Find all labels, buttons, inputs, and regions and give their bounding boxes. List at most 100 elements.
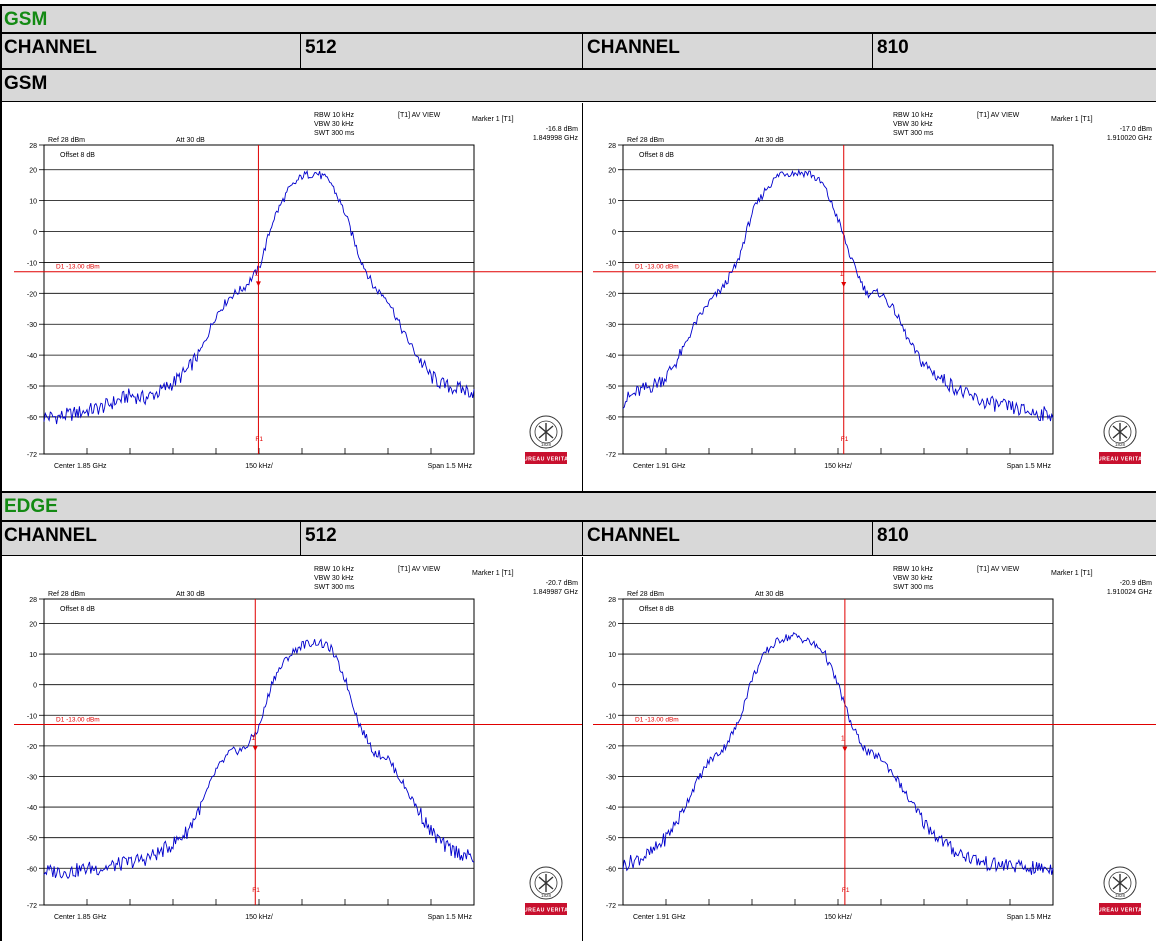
view-label: [T1] AV VIEW — [977, 566, 1020, 573]
y-tick-label: -10 — [27, 260, 37, 267]
swt-label: SWT 300 ms — [314, 584, 355, 591]
attenuation-label: Att 30 dB — [755, 591, 784, 598]
y-tick-label: -20 — [27, 744, 37, 751]
channel-value-cell: 810 — [872, 34, 1156, 68]
logo-text: BUREAU VERITAS — [520, 908, 573, 914]
logo-banner — [1099, 903, 1141, 915]
span-label: Span 1.5 MHz — [1007, 463, 1052, 470]
marker-label: Marker 1 [T1] — [1051, 116, 1093, 123]
channel-value-cell: 512 — [300, 522, 582, 555]
plot-frame — [43, 598, 475, 906]
plot-frame — [43, 144, 475, 455]
logo-emblem — [1112, 423, 1128, 441]
channel-value: 810 — [877, 37, 909, 58]
channel-value-cell: 512 — [300, 34, 582, 68]
y-tick-label: -20 — [606, 291, 616, 298]
y-tick-label: -20 — [606, 744, 616, 751]
vbw-label: VBW 30 kHz — [893, 121, 933, 128]
frame-middle-divider — [582, 557, 583, 941]
y-tick-label: -30 — [27, 322, 37, 329]
y-tick-label: 20 — [608, 168, 616, 175]
channel-value: 810 — [877, 525, 909, 546]
y-tick-label: -40 — [606, 805, 616, 812]
y-tick-label: 28 — [29, 597, 37, 604]
attenuation-label: Att 30 dB — [755, 137, 784, 144]
attenuation-label: Att 30 dB — [176, 137, 205, 144]
logo-banner — [525, 452, 567, 464]
span-per-division-label: 150 kHz/ — [824, 463, 852, 470]
attenuation-label: Att 30 dB — [176, 591, 205, 598]
span-label: Span 1.5 MHz — [1007, 914, 1052, 921]
marker-number: 1 — [841, 736, 845, 743]
spectrum-plot-edge-ch810: RBW 10 kHz VBW 30 kHz SWT 300 ms [T1] AV VI… — [583, 557, 1156, 941]
offset-label: Offset 8 dB — [60, 152, 95, 159]
swt-label: SWT 300 ms — [893, 130, 934, 137]
frame-middle-divider — [582, 103, 583, 491]
logo-year: 1828 — [541, 893, 552, 898]
section-title: EDGE — [4, 496, 58, 517]
y-tick-label: -30 — [27, 774, 37, 781]
channel-row-gsm: CHANNEL 512 CHANNEL 810 — [0, 33, 1156, 69]
section-title: GSM — [4, 9, 48, 30]
y-tick-label: -10 — [606, 260, 616, 267]
vbw-label: VBW 30 kHz — [893, 575, 933, 582]
ref-level-label: Ref 28 dBm — [627, 137, 664, 144]
span-per-division-label: 150 kHz/ — [245, 914, 273, 921]
limit-line-label: D1 -13.00 dBm — [56, 264, 100, 271]
vbw-label: VBW 30 kHz — [314, 121, 354, 128]
logo-year: 1828 — [1115, 442, 1126, 447]
y-tick-label: -40 — [606, 353, 616, 360]
y-tick-label: 10 — [608, 652, 616, 659]
channel-row-edge: CHANNEL 512 CHANNEL 810 — [0, 521, 1156, 556]
marker-frequency: 1.910024 GHz — [1107, 589, 1153, 596]
y-tick-label: -50 — [27, 384, 37, 391]
channel-value-cell: 810 — [872, 522, 1156, 555]
center-frequency-label: Center 1.85 GHz — [54, 914, 107, 921]
marker-symbol — [841, 282, 847, 288]
logo-emblem — [538, 874, 554, 892]
y-tick-label: 20 — [29, 168, 37, 175]
plot-frame — [622, 598, 1054, 906]
marker-level: -16.8 dBm — [546, 126, 578, 133]
y-tick-label: 10 — [29, 199, 37, 206]
y-tick-label: -72 — [27, 903, 37, 910]
section-header-edge: EDGE — [0, 491, 1156, 521]
spectrum-chart: RBW 10 kHz VBW 30 kHz SWT 300 ms [T1] AV VI… — [14, 112, 582, 470]
marker-number: 1 — [254, 270, 258, 277]
y-tick-label: -10 — [27, 713, 37, 720]
marker-frequency: 1.849998 GHz — [533, 135, 579, 142]
logo-banner — [1099, 452, 1141, 464]
logo-text: BUREAU VERITAS — [1094, 908, 1147, 914]
y-tick-label: 0 — [612, 230, 616, 237]
y-tick-label: -50 — [27, 836, 37, 843]
center-frequency-label: Center 1.85 GHz — [54, 463, 107, 470]
spectrum-trace — [622, 631, 1054, 875]
ref-level-label: Ref 28 dBm — [48, 137, 85, 144]
y-tick-label: -72 — [606, 903, 616, 910]
marker-number: 1 — [840, 271, 844, 278]
marker-level: -20.9 dBm — [1120, 580, 1152, 587]
channel-value: 512 — [305, 525, 337, 546]
center-frequency-label: Center 1.91 GHz — [633, 463, 686, 470]
view-label: [T1] AV VIEW — [977, 112, 1020, 119]
view-label: [T1] AV VIEW — [398, 566, 441, 573]
logo-year: 1828 — [1115, 893, 1126, 898]
y-tick-label: -72 — [27, 452, 37, 459]
rbw-label: RBW 10 kHz — [314, 112, 355, 119]
ref-level-label: Ref 28 dBm — [48, 591, 85, 598]
spectrum-trace — [622, 168, 1054, 422]
logo-year: 1828 — [541, 442, 552, 447]
y-tick-label: 28 — [608, 597, 616, 604]
channel-label: CHANNEL — [4, 525, 97, 546]
spectrum-plot-gsm-ch512: RBW 10 kHz VBW 30 kHz SWT 300 ms [T1] AV VI… — [4, 103, 582, 490]
span-per-division-label: 150 kHz/ — [824, 914, 852, 921]
f1-label: F1 — [842, 887, 850, 894]
y-tick-label: -60 — [606, 866, 616, 873]
limit-line-label: D1 -13.00 dBm — [56, 716, 100, 723]
channel-label: CHANNEL — [4, 37, 97, 58]
marker-frequency: 1.910020 GHz — [1107, 135, 1153, 142]
f1-label: F1 — [255, 436, 263, 443]
spectrum-trace — [43, 169, 475, 425]
limit-line-label: D1 -13.00 dBm — [635, 264, 679, 271]
offset-label: Offset 8 dB — [60, 606, 95, 613]
